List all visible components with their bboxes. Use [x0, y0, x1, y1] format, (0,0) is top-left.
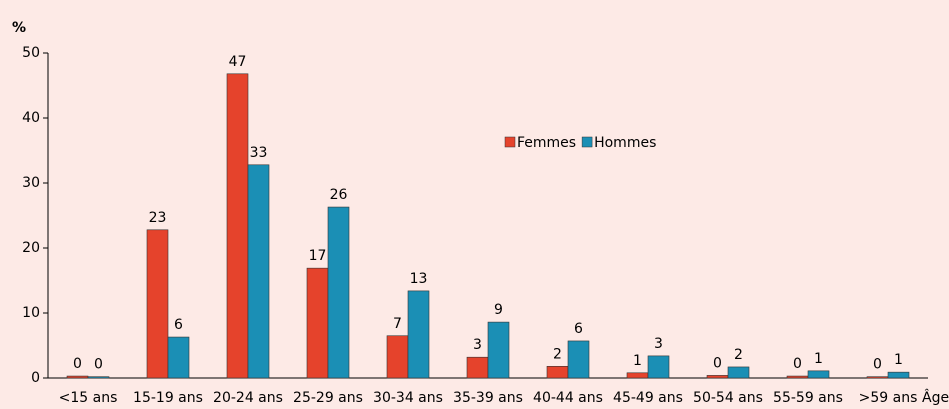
data-label: 9	[494, 302, 503, 318]
bar	[226, 73, 249, 379]
data-label: 2	[734, 347, 743, 363]
bar	[466, 356, 489, 379]
data-label: 13	[410, 271, 428, 287]
bar	[327, 206, 350, 379]
y-tick-label: 0	[31, 370, 40, 386]
bar	[786, 375, 809, 379]
x-tick-label: 40-44 ans	[533, 390, 603, 406]
x-tick-label: 45-49 ans	[613, 390, 683, 406]
data-label: 33	[250, 145, 268, 161]
data-label: 17	[309, 248, 327, 264]
bar	[866, 376, 889, 379]
data-label: 7	[393, 316, 402, 332]
y-tick-label: 50	[22, 45, 40, 61]
bar	[247, 164, 270, 379]
bar	[306, 267, 329, 379]
x-tick-label: 50-54 ans	[693, 390, 763, 406]
y-tick-label: 30	[22, 175, 40, 191]
y-tick-label: 40	[22, 110, 40, 126]
data-label: 26	[330, 187, 348, 203]
data-label: 1	[814, 351, 823, 367]
x-tick-label: 35-39 ans	[453, 390, 523, 406]
bar	[706, 375, 729, 379]
data-label: 0	[73, 356, 82, 372]
y-tick-label: 10	[22, 305, 40, 321]
x-tick-label: 20-24 ans	[213, 390, 283, 406]
data-label: 47	[229, 54, 247, 70]
data-label: 0	[713, 355, 722, 371]
x-tick-label: 25-29 ans	[293, 390, 363, 406]
data-label: 3	[654, 336, 663, 352]
bar	[167, 336, 190, 379]
x-tick-label: 55-59 ans	[773, 390, 843, 406]
legend-label: Femmes	[517, 135, 576, 151]
data-label: 6	[574, 321, 583, 337]
legend-label: Hommes	[594, 135, 656, 151]
x-tick-label: <15 ans	[59, 390, 118, 406]
bar	[626, 372, 649, 379]
x-axis-label: Âge	[922, 388, 949, 406]
bar	[146, 229, 169, 379]
y-tick-label: 20	[22, 240, 40, 256]
bar	[87, 376, 110, 379]
bar	[887, 371, 910, 379]
bar	[567, 340, 590, 379]
bar	[727, 366, 750, 379]
data-label: 1	[633, 353, 642, 369]
data-label: 6	[174, 317, 183, 333]
x-tick-label: >59 ans	[859, 390, 918, 406]
legend-swatch	[504, 136, 516, 148]
data-label: 0	[793, 356, 802, 372]
data-label: 23	[149, 210, 167, 226]
data-label: 0	[873, 357, 882, 373]
data-label: 3	[473, 337, 482, 353]
x-tick-label: 15-19 ans	[133, 390, 203, 406]
y-axis-label: %	[12, 20, 26, 36]
data-label: 2	[553, 346, 562, 362]
x-tick-label: 30-34 ans	[373, 390, 443, 406]
bar	[546, 365, 569, 379]
data-label: 0	[94, 357, 103, 373]
data-label: 1	[894, 352, 903, 368]
bar	[66, 375, 89, 379]
bar	[647, 355, 670, 379]
bar	[386, 335, 409, 379]
bar	[807, 370, 830, 379]
bar	[487, 321, 510, 379]
legend-swatch	[581, 136, 593, 148]
bar	[407, 290, 430, 379]
